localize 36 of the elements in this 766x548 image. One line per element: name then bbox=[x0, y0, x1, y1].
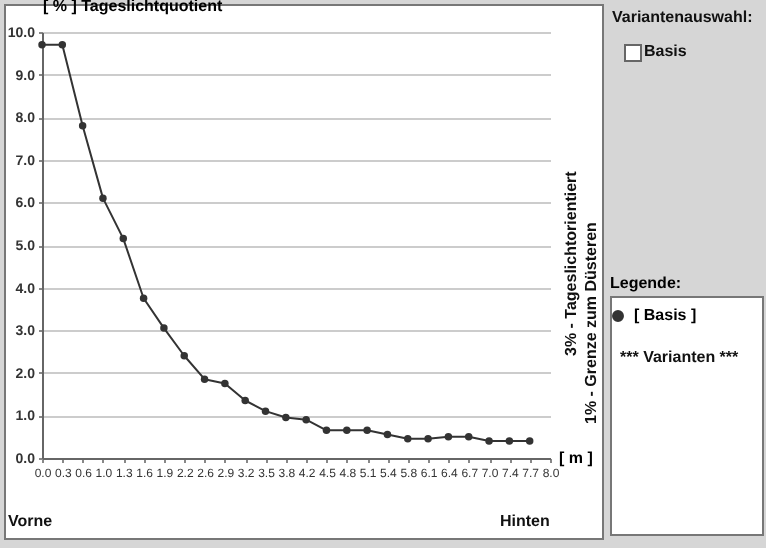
text: Vorne bbox=[8, 512, 53, 530]
point bbox=[322, 426, 331, 435]
point bbox=[383, 430, 392, 439]
point bbox=[180, 352, 188, 360]
point bbox=[444, 432, 453, 441]
point bbox=[200, 375, 209, 383]
point bbox=[282, 413, 290, 422]
point bbox=[119, 234, 128, 243]
point bbox=[139, 294, 148, 302]
text: *** Varianten *** bbox=[620, 348, 739, 366]
point bbox=[221, 379, 229, 388]
text: Basis bbox=[644, 42, 687, 60]
point bbox=[424, 435, 432, 443]
text: 1% - Grenze zum Düsteren bbox=[582, 222, 600, 424]
point bbox=[363, 426, 371, 435]
point bbox=[404, 435, 412, 443]
point bbox=[261, 407, 270, 415]
point bbox=[160, 324, 168, 332]
text: Variantenauswahl: bbox=[612, 8, 753, 26]
point bbox=[78, 121, 87, 130]
point bbox=[241, 396, 249, 405]
text: 3% - Tageslichtorientiert bbox=[562, 171, 580, 356]
point bbox=[464, 432, 473, 441]
point bbox=[343, 426, 351, 435]
point bbox=[58, 41, 67, 49]
text: Hinten bbox=[500, 512, 550, 530]
point bbox=[485, 437, 493, 445]
point bbox=[525, 437, 534, 445]
point bbox=[302, 415, 310, 424]
x-axis-title: [ m ] bbox=[559, 449, 594, 467]
point bbox=[99, 194, 107, 202]
y-axis-title: [ % ] Tageslichtquotient bbox=[43, 0, 223, 15]
legend-title: Legende: bbox=[610, 274, 682, 292]
legend-label: [ Basis ] bbox=[634, 306, 697, 324]
point bbox=[38, 41, 46, 49]
point bbox=[505, 437, 514, 445]
